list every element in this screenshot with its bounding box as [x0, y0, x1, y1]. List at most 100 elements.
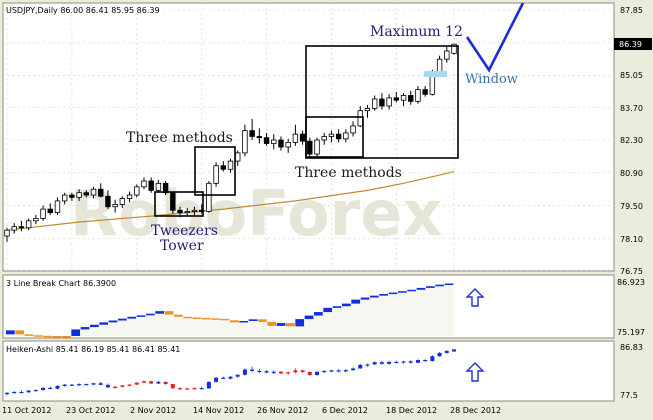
- candle: [170, 192, 176, 211]
- ha-candle: [19, 391, 24, 394]
- candle: [90, 188, 97, 196]
- candle: [408, 95, 414, 102]
- watermark: RoboForex: [70, 177, 442, 250]
- line-break-title: 3 Line Break Chart 86.3900: [6, 279, 116, 288]
- x-tick-label: 14 Nov 2012: [193, 406, 244, 415]
- ha-candle: [444, 350, 449, 353]
- candle: [198, 209, 205, 212]
- line-break-box: [379, 294, 389, 296]
- candle: [328, 133, 335, 137]
- ha-candle: [315, 371, 320, 376]
- candle: [299, 133, 306, 142]
- ha-candle: [163, 381, 168, 385]
- candle: [105, 195, 111, 208]
- ha-candle: [5, 392, 9, 395]
- heiken-ashi-series: [5, 349, 456, 396]
- ha-candle: [286, 372, 291, 374]
- candle: [271, 139, 277, 144]
- line-break-box: [295, 319, 305, 327]
- candle: [155, 182, 162, 191]
- line-break-box: [239, 320, 249, 323]
- y-tick-label: 85.05: [620, 71, 643, 80]
- candle: [444, 50, 450, 60]
- annotation-three-methods-top: Three methods: [126, 130, 233, 146]
- line-break-box: [314, 312, 323, 316]
- candle: [292, 133, 299, 143]
- ha-candle: [105, 384, 110, 388]
- candle: [76, 192, 82, 198]
- candle: [364, 107, 371, 112]
- line-break-box: [62, 335, 71, 338]
- line-break-box: [183, 316, 193, 319]
- line-break-box: [323, 307, 333, 313]
- heiken-y-min: 77.5: [620, 391, 638, 400]
- x-tick-label: 28 Dec 2012: [450, 406, 501, 415]
- candle: [256, 136, 263, 139]
- candle: [126, 194, 133, 199]
- ha-candle: [401, 361, 406, 363]
- main-y-axis: 87.85 85.05 83.70 82.30 80.90 79.50 78.1…: [620, 6, 643, 276]
- line-break-box: [174, 314, 183, 317]
- window-gap-marker: [424, 71, 447, 77]
- last-price-label: 86.39: [619, 40, 642, 49]
- y-tick-label: 87.85: [620, 6, 643, 15]
- ha-candle: [199, 388, 204, 390]
- ha-candle: [55, 385, 60, 389]
- candle: [177, 209, 183, 214]
- ha-candle: [293, 370, 298, 373]
- line-break-box: [370, 295, 379, 298]
- up-arrow-icon: [465, 362, 485, 382]
- line-break-box: [71, 329, 81, 336]
- line-break-box: [164, 311, 174, 315]
- candle: [206, 182, 212, 212]
- candle: [69, 194, 75, 198]
- ha-candle: [307, 372, 312, 376]
- line-break-box: [342, 303, 351, 307]
- candle: [141, 180, 147, 188]
- ha-candle: [250, 369, 255, 371]
- grid-lines: [3, 3, 614, 271]
- ha-candle: [235, 374, 240, 377]
- ha-candle: [12, 391, 17, 394]
- candle: [278, 139, 284, 148]
- annotation-tower: Tower: [160, 238, 204, 254]
- line-break-box: [304, 315, 314, 320]
- ha-candle: [329, 370, 334, 372]
- ha-candle: [84, 384, 89, 386]
- ha-candle: [300, 370, 305, 373]
- last-price-box: [614, 38, 652, 50]
- ha-candle: [351, 368, 356, 371]
- candle: [40, 208, 46, 219]
- candle: [263, 137, 270, 144]
- ha-candle: [206, 381, 211, 389]
- line-break-box: [416, 287, 426, 290]
- candle: [321, 136, 327, 141]
- y-tick-label: 80.90: [620, 169, 643, 178]
- candle: [98, 188, 104, 197]
- ha-candle: [192, 388, 197, 390]
- line-break-box: [276, 323, 286, 326]
- main-price-panel: [2, 2, 615, 272]
- line-break-box: [136, 315, 146, 317]
- ha-candle: [127, 384, 132, 386]
- candle: [25, 220, 32, 229]
- x-tick-label: 18 Dec 2012: [386, 406, 437, 415]
- candle: [18, 226, 25, 229]
- candle: [11, 226, 17, 231]
- line-break-box: [248, 319, 258, 321]
- candle: [213, 165, 219, 184]
- tweezers-tower-box: [154, 191, 204, 217]
- ha-candle: [452, 349, 456, 352]
- line-break-box: [388, 292, 398, 295]
- ha-candle: [278, 371, 283, 374]
- candle: [314, 139, 320, 155]
- line-break-box: [43, 335, 53, 338]
- candle: [242, 130, 248, 154]
- x-tick-label: 23 Oct 2012: [66, 406, 115, 415]
- line-break-box: [118, 318, 127, 321]
- ha-candle: [379, 362, 384, 364]
- line-break-box: [24, 334, 34, 336]
- ha-candle: [134, 382, 139, 385]
- ha-candle: [91, 383, 96, 385]
- candle: [134, 186, 140, 196]
